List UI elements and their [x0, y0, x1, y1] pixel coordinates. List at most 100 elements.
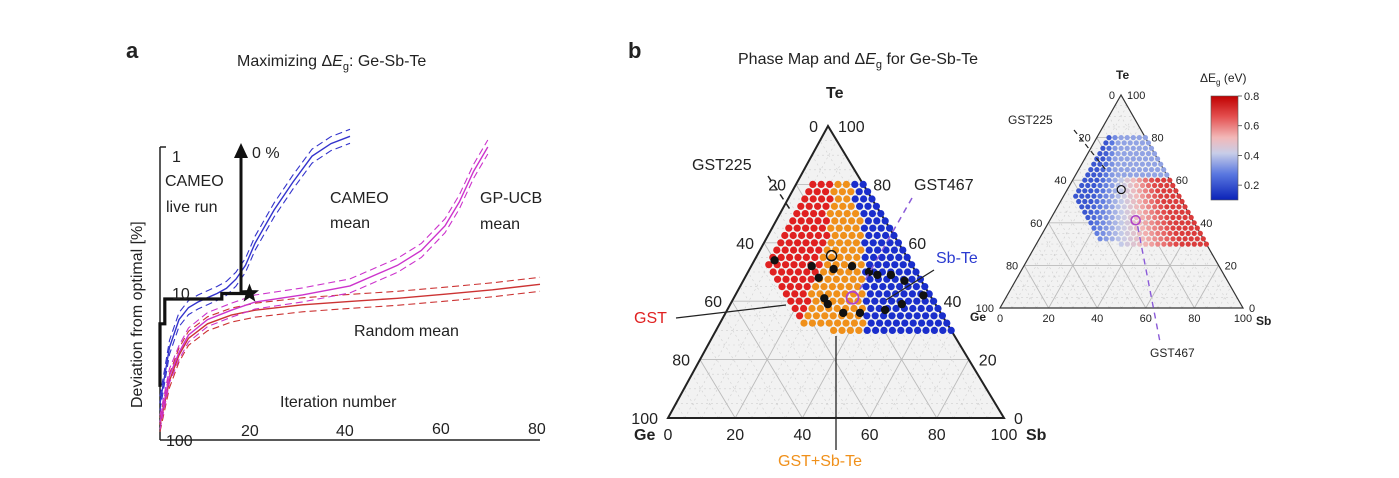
delta-eg-point [1158, 214, 1164, 221]
tick-label-te: 60 [908, 236, 926, 253]
delta-eg-point [1143, 241, 1149, 247]
delta-eg-point [1112, 177, 1118, 183]
delta-eg-point [1124, 230, 1130, 236]
phase-point [862, 297, 871, 305]
tick-label-sb: 40 [1091, 313, 1103, 325]
delta-eg-point [1167, 209, 1173, 215]
phase-point [865, 246, 873, 254]
tick-label-te: 40 [1200, 218, 1212, 230]
phase-point [805, 202, 813, 210]
phase-point [806, 231, 814, 240]
delta-eg-point [1121, 140, 1127, 146]
phase-point [874, 261, 882, 269]
y-tick-label: 1 [172, 149, 181, 166]
phase-point [848, 231, 856, 240]
phase-point [866, 261, 874, 269]
grid-line [1048, 222, 1098, 309]
phase-point [844, 239, 852, 247]
phase-point [864, 217, 873, 225]
phase-point [870, 253, 878, 261]
delta-eg-point [1149, 177, 1155, 183]
delta-eg-point [1127, 151, 1133, 157]
delta-eg-point [1197, 230, 1203, 236]
delta-eg-point [1161, 241, 1167, 247]
delta-eg-point [1112, 198, 1118, 205]
delta-eg-point [1167, 241, 1173, 247]
phase-point [808, 290, 816, 298]
phase-point [848, 217, 856, 225]
grid-line [1060, 201, 1122, 309]
grid-line [1084, 169, 1164, 309]
inset-leader-lines [1073, 129, 1161, 343]
phase-point [908, 290, 917, 298]
delta-eg-point [1106, 188, 1112, 194]
phase-point [803, 283, 811, 291]
delta-eg-point [1173, 198, 1179, 205]
phase-point [839, 202, 847, 210]
phase-point [785, 239, 793, 247]
phase-point [883, 290, 891, 298]
ternary-ticks: 0 0 0 20 20 20 40 40 40 60 60 60 80 80 80 100 100 100 [631, 119, 1023, 444]
phase-point [831, 217, 839, 225]
y-tick-label: 100 [166, 433, 193, 450]
delta-eg-point [1127, 161, 1133, 167]
delta-eg-point [1124, 209, 1130, 215]
delta-eg-point [1103, 204, 1109, 210]
boundary-point [770, 256, 779, 265]
inset-vertex-ge: Ge [970, 310, 986, 324]
delta-eg-point [1091, 225, 1097, 231]
phase-point [799, 275, 807, 283]
delta-eg-point [1127, 193, 1133, 199]
delta-eg-point [1170, 214, 1176, 221]
delta-eg-point [1146, 225, 1152, 231]
boundary-point [919, 291, 928, 300]
delta-eg-point [1130, 209, 1136, 215]
tick-label-te: 40 [944, 294, 962, 311]
boundary-point [839, 308, 848, 318]
delta-eg-point [1097, 214, 1103, 221]
phase-point [842, 180, 851, 188]
phase-point [867, 304, 875, 313]
delta-eg-point [1148, 156, 1155, 162]
delta-eg-point [1146, 236, 1152, 242]
phase-point [801, 195, 809, 203]
gst225-marker [825, 249, 838, 262]
phase-point [852, 210, 860, 218]
delta-eg-point [1152, 236, 1158, 242]
grid-line [1054, 212, 1110, 309]
delta-eg-point [1133, 172, 1139, 178]
phase-point [825, 319, 833, 327]
delta-eg-point [1173, 220, 1179, 226]
delta-eg-point [1176, 236, 1182, 242]
phase-point [829, 312, 837, 320]
delta-eg-point [1130, 177, 1136, 183]
boundary-point [855, 308, 865, 318]
delta-eg-point [1115, 140, 1121, 146]
delta-eg-point [1145, 151, 1152, 157]
boundary-point [823, 299, 832, 309]
delta-eg-point [1097, 225, 1103, 231]
delta-eg-point [1139, 140, 1145, 146]
boundary-point [873, 270, 882, 280]
phase-point [858, 290, 866, 298]
delta-eg-point [1155, 156, 1161, 162]
phase-point [900, 290, 908, 298]
delta-eg-point [1176, 204, 1182, 210]
phase-point [838, 326, 846, 334]
annotation-gp-ucb-mean: mean [480, 216, 520, 233]
delta-eg-point [1130, 188, 1136, 194]
phase-point [888, 297, 896, 305]
delta-eg-point [1173, 241, 1179, 247]
label-gst225: GST225 [692, 157, 752, 174]
inset-label-gst467: GST467 [1150, 346, 1195, 360]
delta-eg-point [1103, 172, 1109, 178]
delta-eg-point [1142, 135, 1148, 141]
ternary-delta-eg-map: 0 0 0 20 20 20 40 40 40 60 60 60 80 80 80 100 100 100 [976, 90, 1255, 343]
tick-label-ge: 100 [631, 411, 658, 428]
delta-eg-point [1143, 230, 1149, 236]
phase-point [895, 253, 903, 261]
phase-point [894, 239, 903, 247]
tick-label-ge: 0 [809, 119, 818, 136]
phase-point [800, 319, 808, 327]
phase-point [786, 268, 794, 276]
